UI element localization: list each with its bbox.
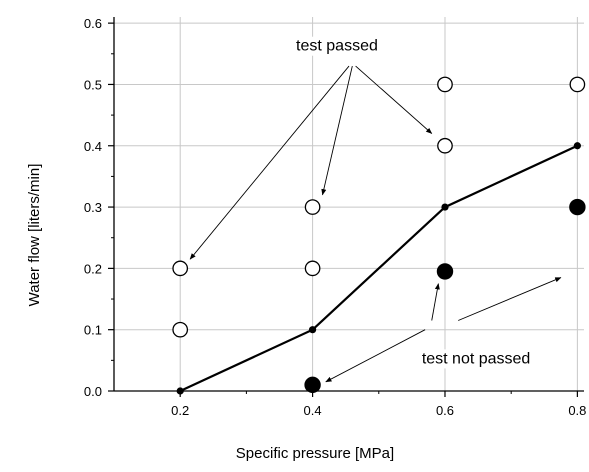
line-point-1 — [308, 326, 317, 334]
y-tick-label-6: 0.6 — [84, 16, 102, 31]
passed-point-0 — [172, 321, 189, 338]
y-tick-label-1: 0.1 — [84, 323, 102, 338]
x-tick-label-0: 0.2 — [171, 403, 189, 418]
annotation-1-arrow-2 — [458, 277, 562, 321]
x-tick-label-3: 0.8 — [568, 403, 586, 418]
y-tick-label-2: 0.2 — [84, 261, 102, 276]
line-point-3 — [573, 142, 581, 150]
x-tick-label-2: 0.6 — [436, 403, 454, 418]
annotation-label-0: test passed — [296, 38, 378, 55]
annotation-0-arrow-2 — [355, 65, 433, 134]
annotation-label-bg-1 — [418, 349, 534, 369]
passed-point-6 — [569, 76, 586, 93]
passed-point-1 — [172, 260, 189, 277]
failed-point-2 — [569, 198, 586, 216]
annotation-1-arrow-0 — [325, 329, 426, 383]
series — [172, 76, 586, 395]
annotation-0-arrow-0 — [189, 65, 350, 260]
passed-point-2 — [304, 260, 321, 277]
passed-point-4 — [437, 137, 453, 154]
series-line-0 — [179, 144, 578, 392]
y-axis-title: Water flow [liters/min] — [26, 164, 43, 307]
line-point-2 — [441, 203, 449, 211]
annotation-1-arrow-1 — [431, 283, 440, 321]
y-tick-label-3: 0.3 — [84, 200, 102, 215]
line-point-0 — [176, 387, 184, 395]
annotation-arrows — [189, 65, 562, 383]
y-tick-label-5: 0.5 — [84, 77, 102, 92]
x-axis-title: Specific pressure [MPa] — [236, 445, 394, 462]
annotation-labels: test passed test not passed — [293, 36, 534, 369]
annotation-0-arrow-1 — [321, 65, 353, 196]
x-tick-label-1: 0.4 — [304, 403, 322, 418]
failed-point-1 — [436, 263, 454, 280]
passed-point-5 — [437, 76, 453, 93]
axes: 0.2 0.4 0.6 0.8 0.0 0.1 0.2 0.3 0.4 0.5 0.6 — [84, 16, 586, 418]
annotation-label-bg-0 — [293, 36, 381, 56]
passed-point-3 — [304, 199, 321, 215]
annotation-label-1: test not passed — [422, 350, 531, 367]
failed-point-0 — [304, 376, 321, 394]
y-tick-label-0: 0.0 — [84, 384, 102, 399]
y-tick-label-4: 0.4 — [84, 139, 102, 154]
